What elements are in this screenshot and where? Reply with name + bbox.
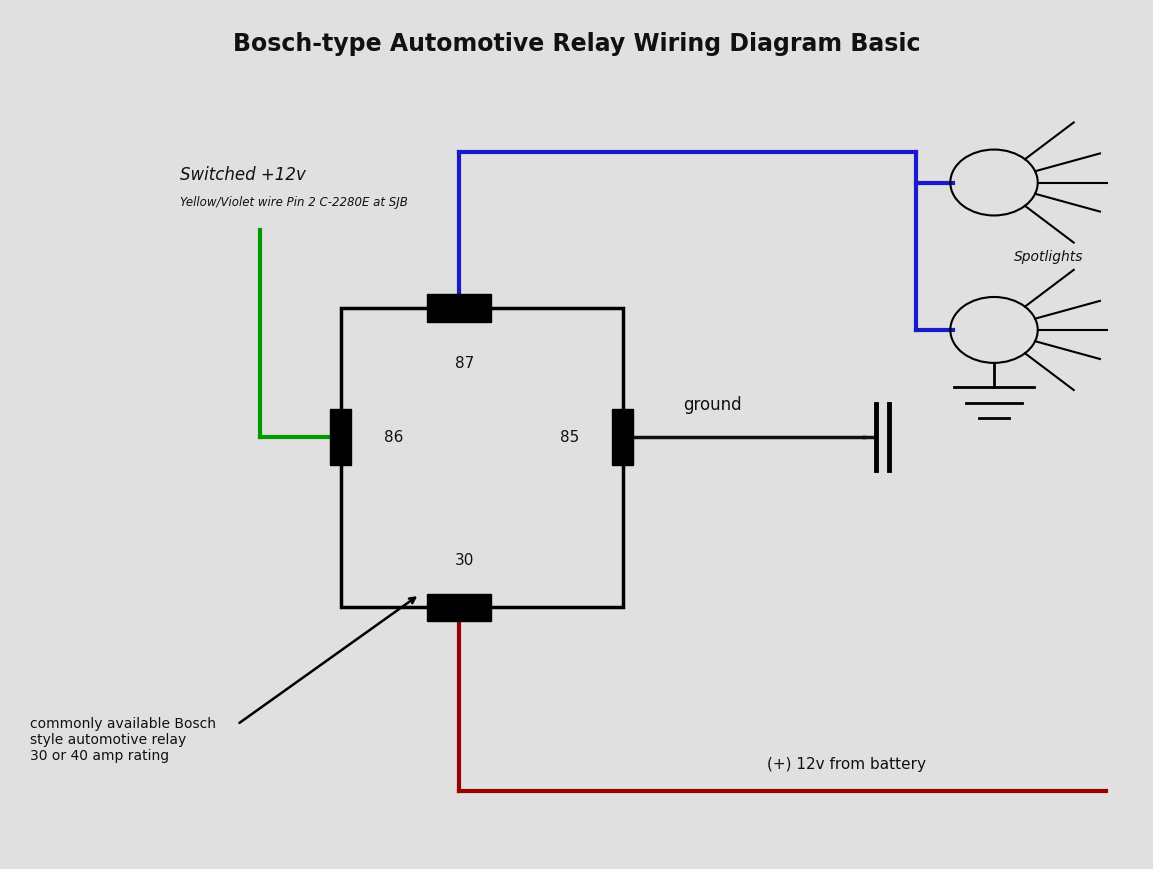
Text: (+) 12v from battery: (+) 12v from battery [767,756,926,771]
Text: 85: 85 [559,429,579,444]
Text: 87: 87 [455,355,474,370]
Bar [612,409,633,466]
Text: 30: 30 [455,553,475,567]
Text: Spotlights: Spotlights [1013,250,1083,264]
Text: commonly available Bosch
style automotive relay
30 or 40 amp rating: commonly available Bosch style automotiv… [30,716,216,762]
Text: Yellow/Violet wire Pin 2 C-2280E at SJB: Yellow/Violet wire Pin 2 C-2280E at SJB [180,196,407,209]
Bar [340,308,623,607]
Text: Switched +12v: Switched +12v [180,166,306,183]
Bar [428,295,491,322]
Text: Bosch-type Automotive Relay Wiring Diagram Basic: Bosch-type Automotive Relay Wiring Diagr… [233,31,920,56]
Bar [428,594,491,621]
Text: ground: ground [683,395,741,414]
Bar [331,409,351,466]
Text: 86: 86 [384,429,404,444]
